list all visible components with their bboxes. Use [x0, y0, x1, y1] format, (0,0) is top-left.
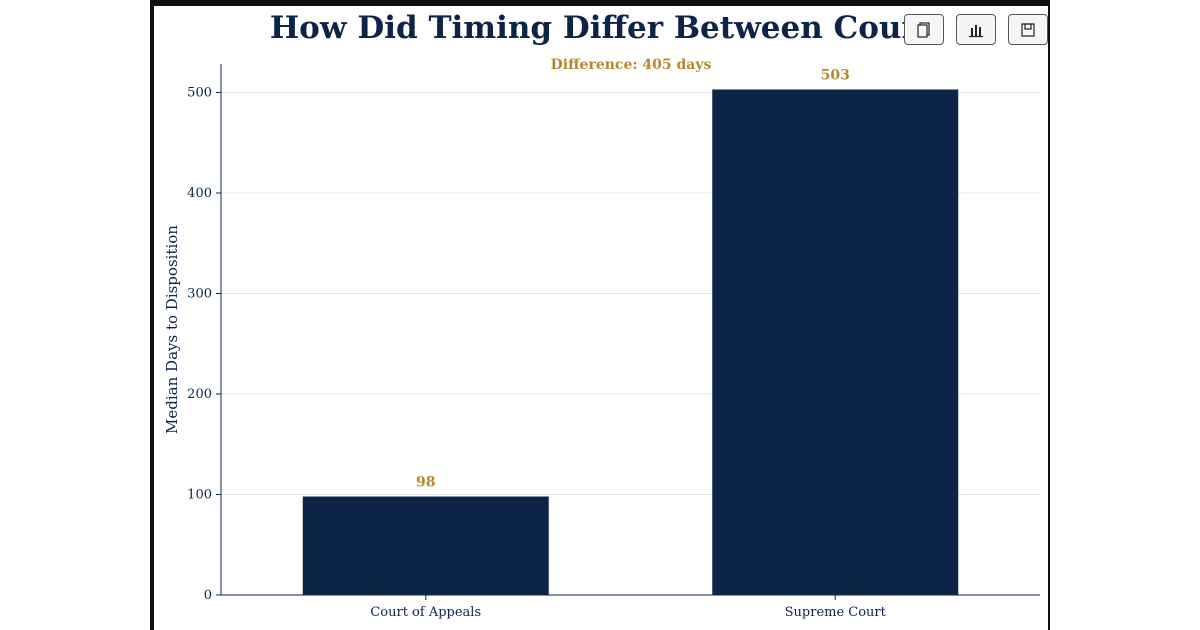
x-tick-label: Court of Appeals — [370, 605, 481, 620]
bar-chart: 0 100 200 300 400 500 98 Court of Appeals 503 Sup… — [163, 57, 1040, 620]
chart-type-button[interactable] — [956, 14, 996, 45]
save-button[interactable] — [1008, 14, 1048, 45]
y-tick-label: 500 — [187, 86, 212, 101]
bar — [712, 89, 959, 596]
copy-icon — [917, 21, 930, 38]
bar — [302, 496, 549, 595]
copy-button[interactable] — [904, 14, 944, 45]
window-frame-left — [150, 0, 154, 630]
y-tick-label: 0 — [204, 588, 212, 603]
y-axis-title: Median Days to Disposition — [163, 225, 181, 434]
y-tick-label: 100 — [187, 488, 212, 503]
chart-title: How Did Timing Differ Between Court — [269, 10, 933, 46]
window-frame-top — [150, 0, 1050, 6]
save-icon — [1021, 22, 1035, 37]
bar-chart-icon — [969, 24, 983, 37]
y-tick-label: 400 — [187, 186, 212, 201]
chart-panel: 0 100 200 300 400 500 98 Court of Appeals 503 Sup… — [154, 6, 1048, 630]
window-frame-right — [1048, 0, 1050, 630]
y-tick-label: 200 — [187, 387, 212, 402]
chart-toolbar — [904, 14, 1048, 45]
difference-annotation: Difference: 405 days — [551, 57, 712, 73]
data-label: 503 — [821, 67, 850, 83]
data-label: 98 — [416, 475, 435, 491]
x-tick-label: Supreme Court — [785, 605, 887, 620]
y-tick-label: 300 — [187, 287, 212, 302]
